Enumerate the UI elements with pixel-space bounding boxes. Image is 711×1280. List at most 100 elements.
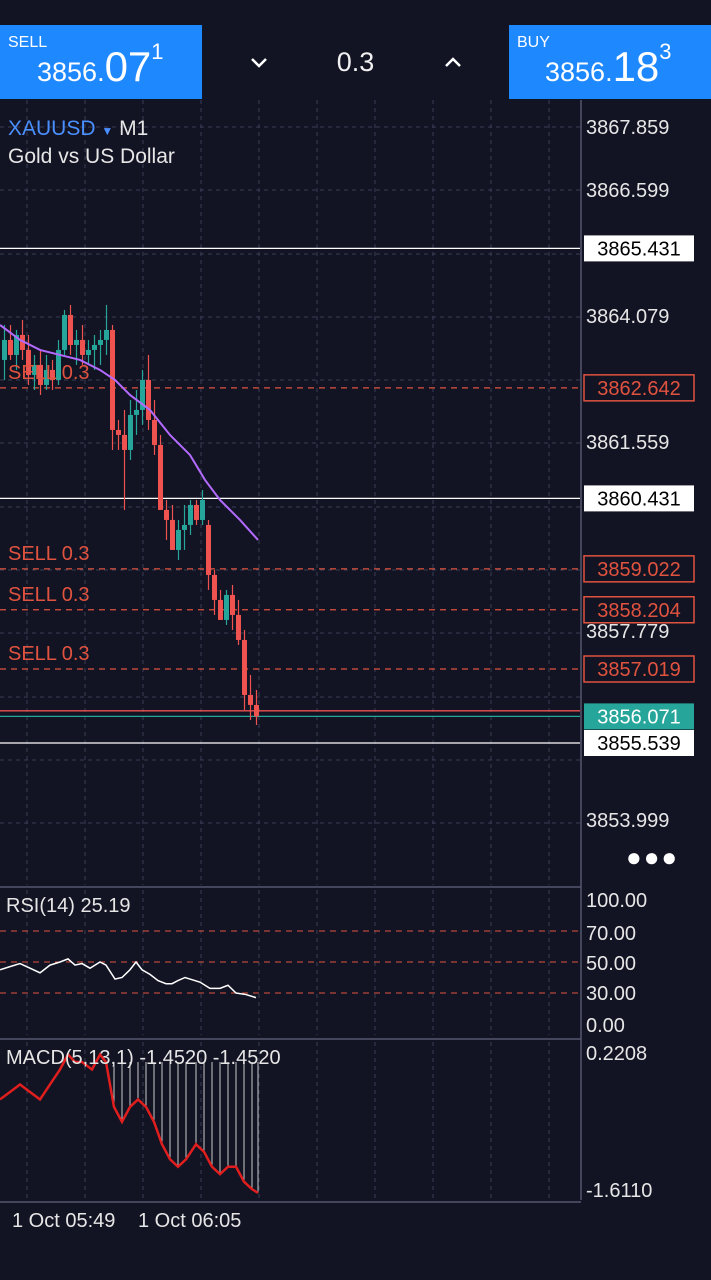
candle-body <box>212 574 217 600</box>
candle-body <box>98 339 103 345</box>
order-label: SELL 0.3 <box>8 362 90 384</box>
white-price-value: 3860.431 <box>597 488 680 510</box>
buy-label: BUY <box>517 34 550 51</box>
candle-body <box>20 334 25 350</box>
price-tick-label: 3857.779 <box>586 621 669 643</box>
candle-body <box>230 594 235 615</box>
candle-body <box>74 339 79 345</box>
bid-price-value: 3856.071 <box>597 706 680 728</box>
chevron-up-icon[interactable] <box>442 51 464 73</box>
candle-body <box>218 599 223 620</box>
candle-body <box>2 339 7 360</box>
symbol-description: Gold vs US Dollar <box>8 145 175 168</box>
sell-price: 3856.071 <box>37 39 164 90</box>
buy-button[interactable]: BUY 3856.183 <box>509 25 711 99</box>
candle-body <box>50 369 55 380</box>
order-price-value: 3857.019 <box>597 659 680 681</box>
order-price-badge <box>583 555 695 583</box>
time-axis: 1 Oct 05:49 1 Oct 06:05 <box>12 1210 241 1232</box>
timeframe[interactable]: M1 <box>119 117 149 140</box>
rsi-level-label: 50.00 <box>586 953 636 975</box>
dropdown-caret-icon[interactable]: ▼ <box>101 124 114 138</box>
macd-level-label: -1.6110 <box>586 1180 652 1202</box>
price-tick-label: 3867.859 <box>586 117 669 139</box>
rsi-level-label: 100.00 <box>586 890 647 912</box>
macd-panel: 0.2208 -1.6110 <box>0 1043 652 1202</box>
candle-body <box>206 524 211 575</box>
white-price-badge <box>584 235 694 262</box>
time-label: 1 Oct 06:05 <box>138 1210 241 1232</box>
candle-body <box>140 379 145 410</box>
candle-body <box>116 429 121 435</box>
candle-body <box>128 414 133 450</box>
order-price-value: 3859.022 <box>597 559 680 581</box>
white-price-badge <box>584 730 694 756</box>
rsi-panel: 100.00 70.00 50.00 30.00 0.00 <box>0 890 647 1037</box>
candle-body <box>14 334 19 355</box>
order-price-badge <box>583 655 695 683</box>
sell-label: SELL <box>8 34 48 51</box>
order-labels: SELL 0.3 SELL 0.3 SELL 0.3 SELL 0.3 <box>8 362 90 665</box>
order-label: SELL 0.3 <box>8 584 90 606</box>
candle-body <box>8 339 13 355</box>
more-dots-icon[interactable]: ●●● <box>626 842 680 872</box>
white-price-value: 3865.431 <box>597 238 680 260</box>
rsi-line <box>0 958 257 999</box>
price-axis: 3867.859 3866.599 3864.079 3861.559 3857.779… <box>586 117 669 832</box>
price-tick-label: 3864.079 <box>586 306 669 328</box>
candle-body <box>68 314 73 345</box>
rsi-level-label: 30.00 <box>586 983 636 1005</box>
candle-body <box>224 594 229 620</box>
candle-body <box>134 409 139 415</box>
candle-body <box>26 349 31 375</box>
sell-button[interactable]: SELL 3856.071 <box>0 25 202 99</box>
candle-body <box>104 329 109 340</box>
order-label: SELL 0.3 <box>8 543 90 565</box>
candle-body <box>92 344 97 350</box>
buy-price: 3856.183 <box>545 39 672 90</box>
chart-separators <box>0 100 582 1203</box>
price-tick-label: 3866.599 <box>586 180 669 202</box>
order-label: SELL 0.3 <box>8 643 90 665</box>
trade-toolbar: SELL 3856.071 0.3 BUY 3856.183 <box>0 0 711 100</box>
order-price-badge <box>583 596 695 624</box>
candle-body <box>152 419 157 445</box>
volume-value[interactable]: 0.3 <box>336 47 375 77</box>
candle-body <box>170 519 175 550</box>
macd-title: MACD(5,13,1) -1.4520 -1.4520 <box>6 1047 281 1069</box>
candle-body <box>158 444 163 510</box>
order-price-value: 3858.204 <box>597 600 680 622</box>
white-price-badge <box>584 485 694 512</box>
candle-body <box>80 339 85 355</box>
rsi-level-label: 70.00 <box>586 923 636 945</box>
symbol-selector[interactable]: XAUUSD ▼ M1 <box>8 117 148 141</box>
bid-price-badge <box>584 703 694 730</box>
candle-body <box>122 434 127 450</box>
macd-level-label: 0.2208 <box>586 1043 647 1065</box>
order-price-value: 3862.642 <box>597 378 680 400</box>
candle-body <box>32 364 37 375</box>
candle-body <box>182 524 187 530</box>
order-price-badge <box>583 374 695 402</box>
volume-selector: 0.3 <box>202 25 509 99</box>
moving-average-line <box>0 324 259 541</box>
candle-body <box>86 349 91 355</box>
candle-body <box>248 694 253 705</box>
time-label: 1 Oct 05:49 <box>12 1210 115 1232</box>
white-price-value: 3855.539 <box>597 733 680 755</box>
chart-grid <box>0 100 580 1200</box>
candlesticks <box>2 304 259 725</box>
candle-body <box>176 529 181 550</box>
rsi-level-label: 0.00 <box>586 1015 625 1037</box>
chevron-down-icon[interactable] <box>248 51 270 73</box>
price-tick-label: 3853.999 <box>586 810 669 832</box>
candle-body <box>56 349 61 380</box>
symbol-name[interactable]: XAUUSD <box>8 117 96 140</box>
candle-body <box>242 639 247 695</box>
macd-line <box>0 1052 259 1194</box>
candle-body <box>146 379 151 420</box>
candle-body <box>200 499 205 520</box>
candle-body <box>164 509 169 520</box>
candle-body <box>254 704 259 717</box>
